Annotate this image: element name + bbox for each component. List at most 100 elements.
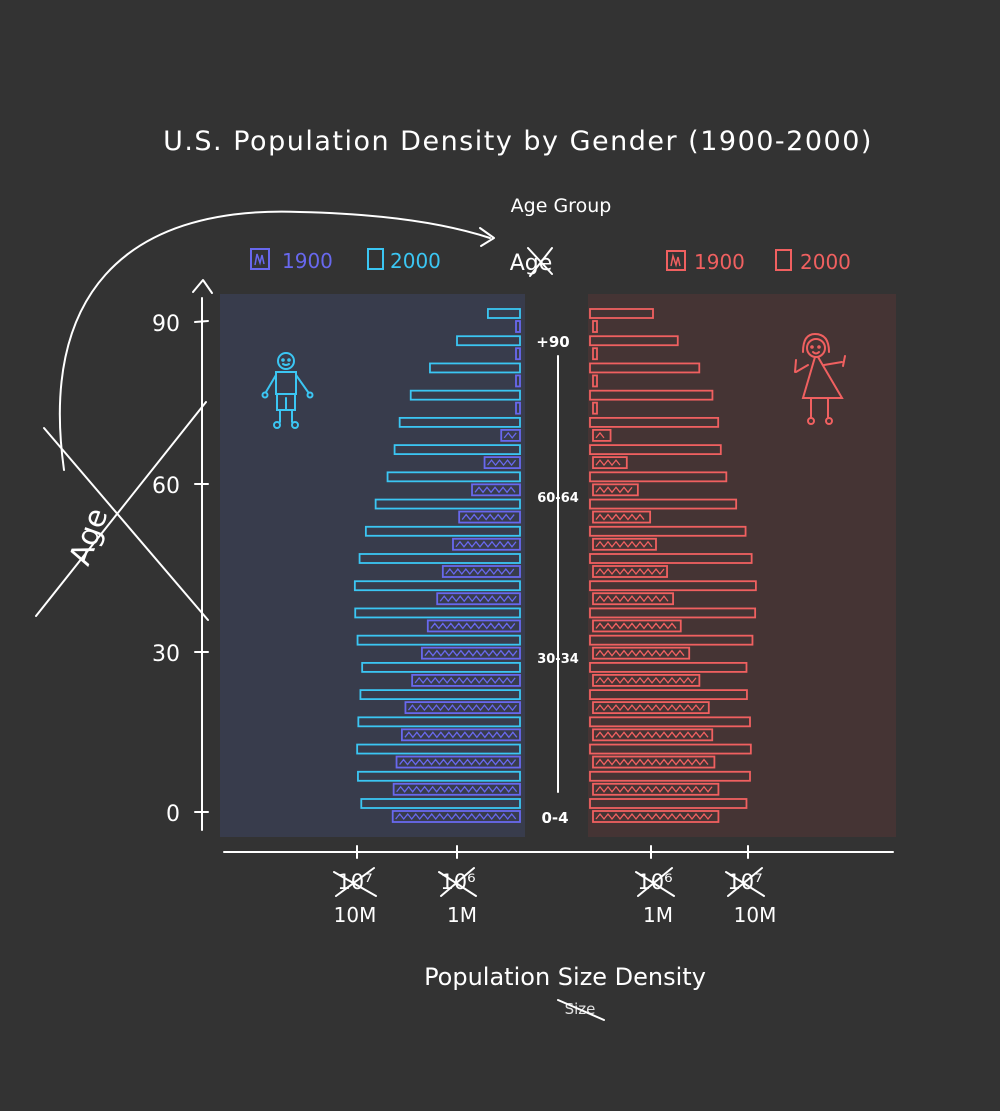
bar-male-1900 (436, 592, 521, 606)
legend-female: 1900 2000 (666, 249, 851, 274)
legend-label-2000: 2000 (390, 249, 441, 273)
bar-female-1900 (592, 347, 598, 361)
bar-male-2000 (357, 770, 521, 782)
bar-female-2000 (589, 580, 757, 592)
bar-male-1900-hatch (503, 431, 517, 439)
x-tick-label: 1M (643, 903, 673, 927)
bar-female-2000 (589, 362, 701, 374)
bar-male-1900-hatch (424, 649, 518, 657)
y-tick-label: 60 (152, 474, 180, 499)
bar-female-1900-hatch (595, 622, 677, 630)
boy-figure-icon (261, 352, 314, 429)
bar-female-2000 (589, 661, 748, 673)
struck-age-header: Age (510, 247, 553, 277)
legend-swatch-1900 (666, 250, 686, 271)
y-tick-label: 0 (166, 802, 180, 827)
bar-female-1900 (592, 428, 612, 442)
bar-female-1900 (592, 619, 682, 633)
bar-male-1900 (391, 810, 521, 823)
bar-male-2000 (364, 525, 521, 537)
bar-female-2000 (589, 444, 722, 456)
bar-male-1900 (452, 537, 521, 551)
x-tick-label: 10M (334, 903, 377, 927)
struck-size-word: Size (557, 999, 605, 1021)
bar-male-1900 (515, 320, 521, 333)
girl-figure-icon (794, 332, 846, 425)
bar-female-1900 (592, 456, 628, 470)
bar-male-1900 (471, 483, 521, 497)
bar-female-1900 (592, 537, 657, 551)
svg-text:Age: Age (63, 503, 116, 570)
legend-swatch-1900-fill (670, 253, 681, 268)
bar-female-2000 (589, 607, 757, 619)
bar-male-2000 (361, 661, 521, 673)
bar-male-2000 (393, 444, 521, 456)
bar-male-2000 (374, 498, 521, 510)
bar-male-1900-hatch (445, 567, 515, 576)
bar-male-1900 (483, 456, 521, 470)
legend-swatch-2000 (367, 248, 384, 270)
bar-male-2000 (409, 389, 521, 401)
bar-male-1900 (515, 401, 521, 415)
bar-male-1900 (500, 428, 521, 442)
y-tick-label: 90 (152, 312, 180, 337)
bar-male-2000 (359, 689, 521, 701)
bar-female-1900 (592, 565, 668, 578)
legend-male: 1900 2000 (250, 248, 441, 273)
x-tick-label: 1M (447, 903, 477, 927)
bar-female-1900 (592, 592, 674, 606)
bar-male-1900 (441, 565, 521, 578)
legend-label-1900: 1900 (694, 250, 745, 274)
bar-male-1900-hatch (396, 785, 518, 793)
bar-male-2000 (356, 634, 521, 646)
bar-female-2000 (589, 689, 748, 701)
bar-female-2000 (589, 498, 738, 510)
x-axis: 10⁷ 10⁶ 10⁶ 10⁷ 10M 1M 1M 10M (223, 845, 894, 927)
bar-male-1900-hatch (487, 459, 517, 467)
bar-female-2000 (589, 634, 754, 646)
bar-female-2000 (589, 716, 751, 728)
bar-male-1900 (404, 701, 521, 715)
bar-male-1900-hatch (404, 731, 518, 739)
legend-label-2000: 2000 (800, 250, 851, 274)
bar-male-1900 (395, 755, 521, 769)
bar-female-1900 (592, 374, 598, 388)
bar-female-1900-hatch (595, 676, 697, 684)
bar-female-1900 (592, 728, 714, 742)
chart-title: U.S. Population Density by Gender (1900-… (163, 126, 873, 157)
bar-male-1900 (392, 782, 521, 796)
bar-female-1900 (592, 483, 639, 497)
bar-female-1900 (592, 401, 598, 415)
bar-male-1900 (515, 374, 521, 388)
bar-female-2000 (589, 553, 753, 564)
bar-male-1900-hatch (461, 513, 515, 521)
bar-female-2000 (589, 335, 679, 347)
bar-female-1900 (592, 646, 691, 660)
age-group-tick: 0-4 (541, 809, 568, 827)
bar-female-2000 (589, 770, 751, 782)
bar-female-2000 (589, 471, 728, 483)
bar-male-2000 (357, 716, 521, 728)
bar-female-1900-hatch (595, 513, 645, 521)
age-group-label: Age Group (511, 195, 612, 217)
bar-female-1900 (592, 673, 701, 687)
bar-female-1900-hatch (595, 758, 709, 766)
age-group-tick: +90 (536, 333, 569, 351)
bar-male-1900 (426, 619, 521, 633)
bar-male-1900-hatch (455, 540, 517, 548)
bar-female-1900-hatch (595, 649, 685, 657)
bar-female-2000 (589, 525, 747, 537)
bar-female-1900-hatch (595, 540, 653, 548)
bar-male-2000 (429, 362, 521, 374)
bar-female-1900-hatch (595, 704, 705, 712)
bar-female-1900 (592, 755, 716, 769)
arrow-head (479, 227, 495, 247)
bar-female-2000 (589, 308, 654, 319)
y-tick-label: 30 (152, 642, 180, 667)
bar-female-1900-hatch (595, 731, 709, 739)
bar-male-2000 (487, 308, 521, 319)
bar-male-2000 (360, 798, 521, 809)
bar-male-1900 (400, 728, 521, 742)
bar-male-2000 (353, 580, 521, 592)
